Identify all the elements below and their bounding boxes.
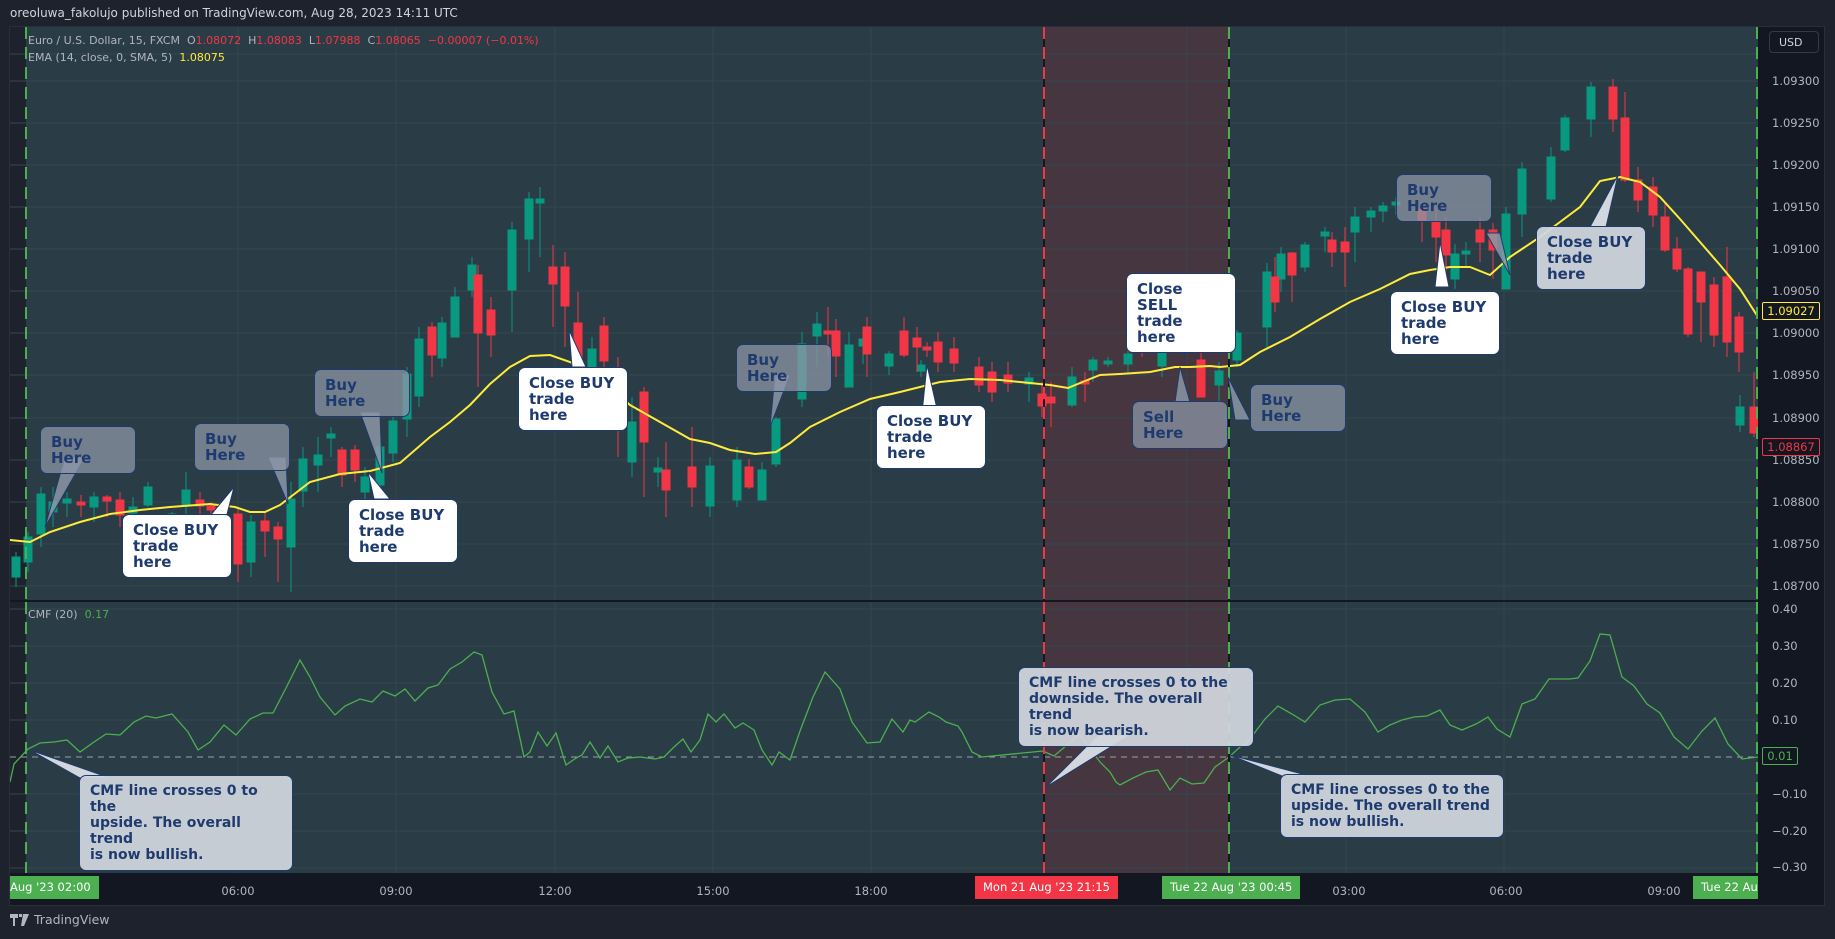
price-tick: 1.08700 [1772, 579, 1820, 593]
brand-label: TradingView [34, 912, 110, 927]
callout-buy-6: Buy Here [1396, 174, 1492, 222]
price-chart-svg [10, 27, 1758, 600]
price-tick: 1.09000 [1772, 326, 1820, 340]
callout-close-buy-4: Close BUY trade here [876, 405, 986, 469]
callout-close-buy-6: Close BUY trade here [1536, 226, 1646, 290]
cmf-tick: −0.30 [1772, 860, 1808, 874]
price-tick: 1.08850 [1772, 453, 1820, 467]
callout-sell: Sell Here [1132, 401, 1228, 449]
ema-price-tag: 1.09027 [1762, 302, 1820, 320]
callout-close-buy-2: Close BUY trade here [348, 499, 458, 563]
cmf-legend: CMF (20) 0.17 [28, 608, 109, 621]
time-label: 15:00 [696, 884, 730, 898]
cmf-value-tag: 0.01 [1762, 747, 1798, 765]
price-legend: Euro / U.S. Dollar, 15, FXCM O1.08072 H1… [28, 34, 539, 47]
time-label: 09:00 [379, 884, 413, 898]
cmf-tick: −0.20 [1772, 824, 1808, 838]
callout-buy-5: Buy Here [1250, 384, 1346, 432]
callout-buy-3: Buy Here [314, 369, 410, 417]
time-label: 12:00 [538, 884, 572, 898]
cmf-tick: 0.20 [1772, 676, 1798, 690]
cmf-value: 0.17 [84, 608, 110, 621]
ema-legend: EMA (14, close, 0, SMA, 5) 1.08075 [28, 51, 225, 64]
price-tick: 1.09150 [1772, 200, 1820, 214]
time-badge-end: Tue 22 Aug '2 [1693, 876, 1758, 899]
callout-cmf-up-2: CMF line crosses 0 to the upside. The ov… [1280, 774, 1504, 838]
callout-close-buy-3: Close BUY trade here [518, 367, 628, 431]
callout-cmf-down: CMF line crosses 0 to the downside. The … [1018, 667, 1254, 747]
price-tick: 1.09100 [1772, 242, 1820, 256]
high-value: 1.08083 [256, 34, 302, 47]
time-badge-red: Mon 21 Aug '23 21:15 [975, 876, 1118, 899]
price-tick: 1.08800 [1772, 495, 1820, 509]
publish-info: oreoluwa_fakolujo published on TradingVi… [10, 6, 458, 20]
change-value: −0.00007 (−0.01%) [427, 34, 539, 47]
callout-buy-4: Buy Here [736, 344, 832, 392]
time-badge-start: Aug '23 02:00 [10, 876, 99, 899]
pane-separator[interactable] [10, 600, 1758, 602]
price-tick: 1.09300 [1772, 74, 1820, 88]
time-axis[interactable] [10, 873, 1758, 903]
callout-cmf-up-1: CMF line crosses 0 to the upside. The ov… [79, 775, 293, 871]
cmf-tick: 0.30 [1772, 639, 1798, 653]
price-tick: 1.08750 [1772, 537, 1820, 551]
price-tick: 1.09250 [1772, 116, 1820, 130]
time-label: 06:00 [1489, 884, 1523, 898]
cmf-pane[interactable]: CMF (20) 0.17 CMF line crosses 0 to the … [10, 602, 1758, 873]
last-price-tag: 1.08867 [1762, 438, 1820, 456]
close-value: 1.08065 [375, 34, 421, 47]
price-tick: 1.08900 [1772, 411, 1820, 425]
open-value: 1.08072 [195, 34, 242, 47]
time-label: 03:00 [1332, 884, 1366, 898]
cmf-tick: 0.40 [1772, 602, 1798, 616]
cmf-tick: 0.10 [1772, 713, 1798, 727]
time-label: 18:00 [854, 884, 888, 898]
time-badge-green: Tue 22 Aug '23 00:45 [1162, 876, 1301, 899]
callout-close-sell: Close SELL trade here [1126, 273, 1236, 353]
tradingview-logo-icon [10, 913, 29, 926]
currency-button[interactable]: USD [1769, 31, 1819, 53]
callout-close-buy-1: Close BUY trade here [122, 514, 232, 578]
ema-value: 1.08075 [179, 51, 225, 64]
cmf-tick: −0.10 [1772, 787, 1808, 801]
callout-close-buy-5: Close BUY trade here [1390, 291, 1500, 355]
cmf-line [10, 633, 1758, 792]
ema-label: EMA (14, close, 0, SMA, 5) [28, 51, 173, 64]
price-tick: 1.09200 [1772, 158, 1820, 172]
symbol-label: Euro / U.S. Dollar, 15, FXCM [28, 34, 180, 47]
time-label: 06:00 [221, 884, 255, 898]
cmf-label: CMF (20) [28, 608, 78, 621]
price-tick: 1.09050 [1772, 284, 1820, 298]
price-tick: 1.08950 [1772, 368, 1820, 382]
footer: TradingView [10, 912, 110, 927]
callout-buy-1: Buy Here [40, 426, 136, 474]
callout-buy-2: Buy Here [194, 423, 290, 471]
low-value: 1.07988 [315, 34, 361, 47]
time-label: 09:00 [1647, 884, 1681, 898]
price-pane[interactable]: Euro / U.S. Dollar, 15, FXCM O1.08072 H1… [10, 27, 1758, 600]
